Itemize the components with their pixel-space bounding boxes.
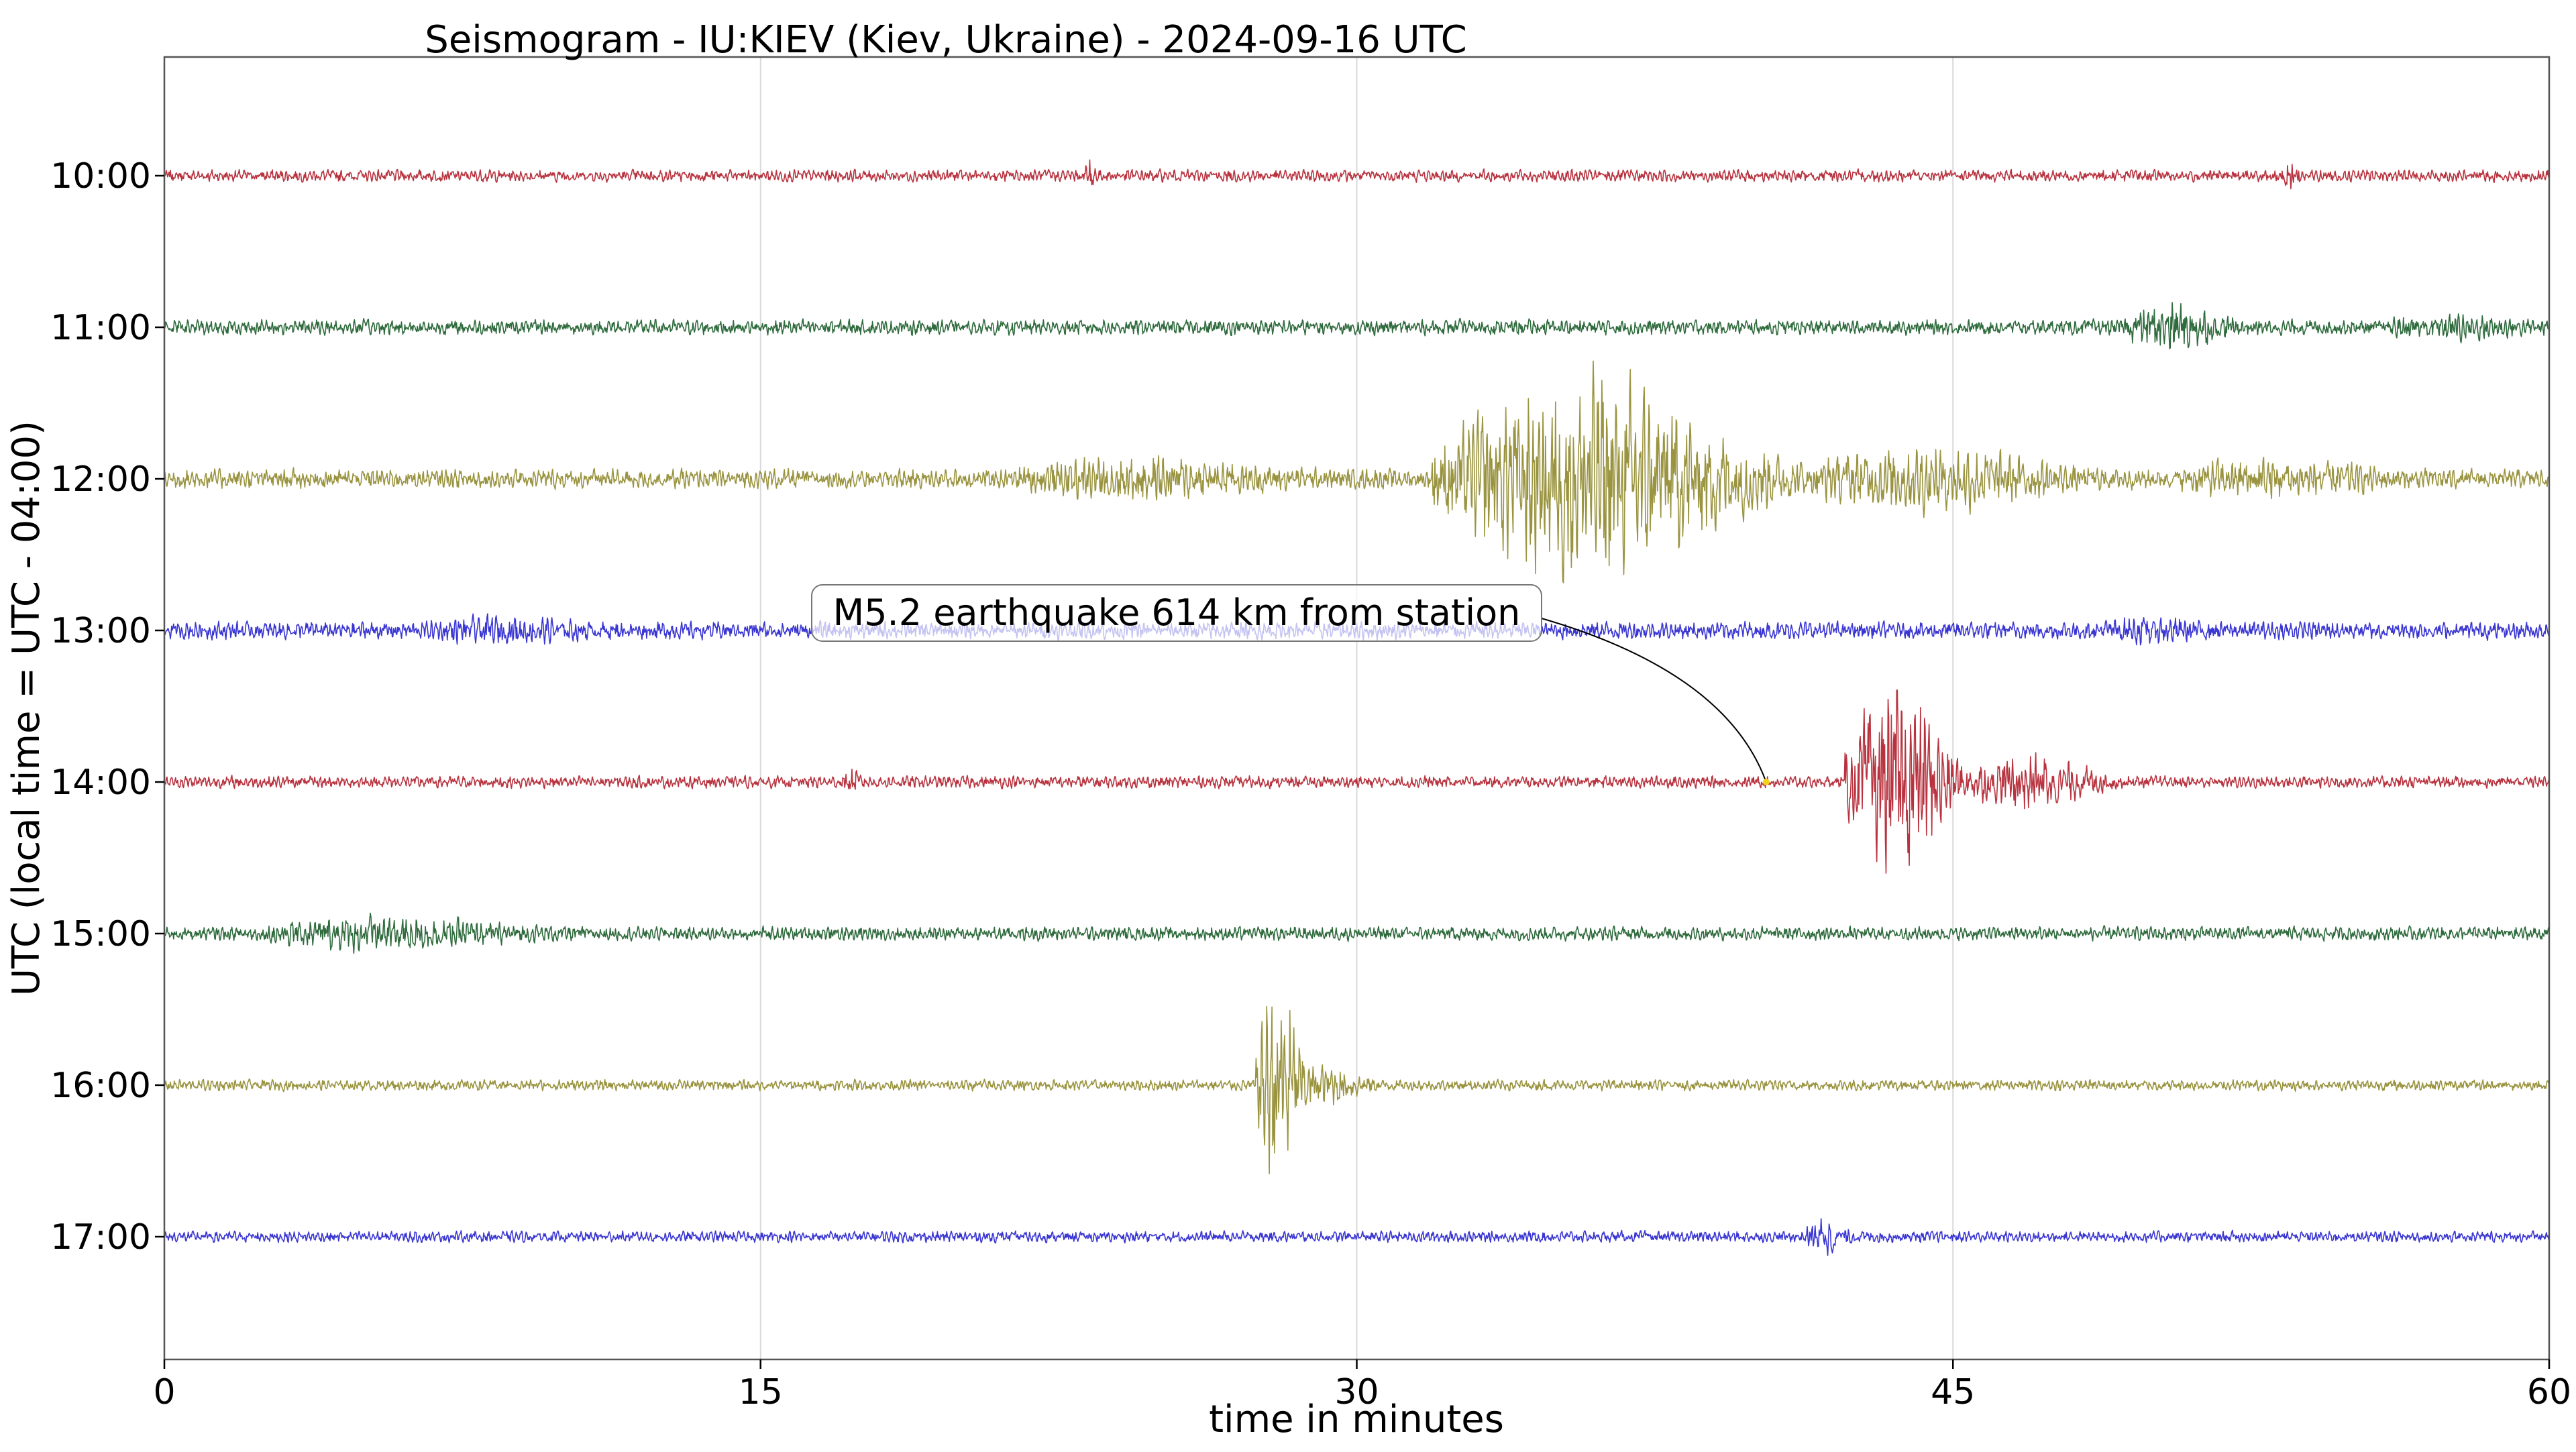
y-tick-label: 16:00 (50, 1066, 151, 1106)
y-tick-label: 14:00 (50, 763, 151, 803)
y-axis-label: UTC (local time = UTC - 04:00) (5, 421, 48, 996)
x-tick-label: 30 (1334, 1372, 1379, 1412)
annotation-layer: M5.2 earthquake 614 km from station (811, 584, 1770, 785)
grid-layer (759, 57, 1954, 1359)
annotation-text: M5.2 earthquake 614 km from station (833, 592, 1521, 634)
y-tick-label: 11:00 (50, 308, 151, 348)
seismic-trace-1000 (164, 159, 2550, 190)
x-tick-label: 0 (153, 1372, 175, 1412)
trace-layer (164, 159, 2550, 1256)
x-axis: 0 15 30 45 60 (153, 1359, 2571, 1412)
y-tick-label: 12:00 (50, 459, 151, 500)
annotation-marker (1762, 779, 1770, 785)
y-tick-label: 13:00 (50, 611, 151, 651)
y-axis: 10:00 11:00 12:00 13:00 14:00 15:00 16:00 17:00 (50, 156, 164, 1258)
x-tick-label: 60 (2527, 1372, 2571, 1412)
annotation-arrow (1541, 618, 1767, 783)
seismic-trace-1400 (164, 689, 2550, 874)
chart-title: Seismogram - IU:KIEV (Kiev, Ukraine) - 2… (425, 18, 1466, 62)
y-tick-label: 10:00 (50, 156, 151, 197)
y-tick-label: 15:00 (50, 914, 151, 954)
seismic-trace-1500 (164, 912, 2550, 954)
x-axis-label: time in minutes (1209, 1398, 1504, 1441)
seismic-trace-1700 (164, 1218, 2550, 1256)
x-tick-label: 15 (739, 1372, 783, 1412)
seismic-trace-1200 (164, 360, 2550, 583)
seismic-trace-1100 (164, 302, 2550, 349)
annotation-box (811, 584, 1542, 642)
seismic-trace-1600 (164, 1005, 2550, 1174)
y-tick-label: 17:00 (50, 1217, 151, 1258)
x-tick-label: 45 (1931, 1372, 1975, 1412)
